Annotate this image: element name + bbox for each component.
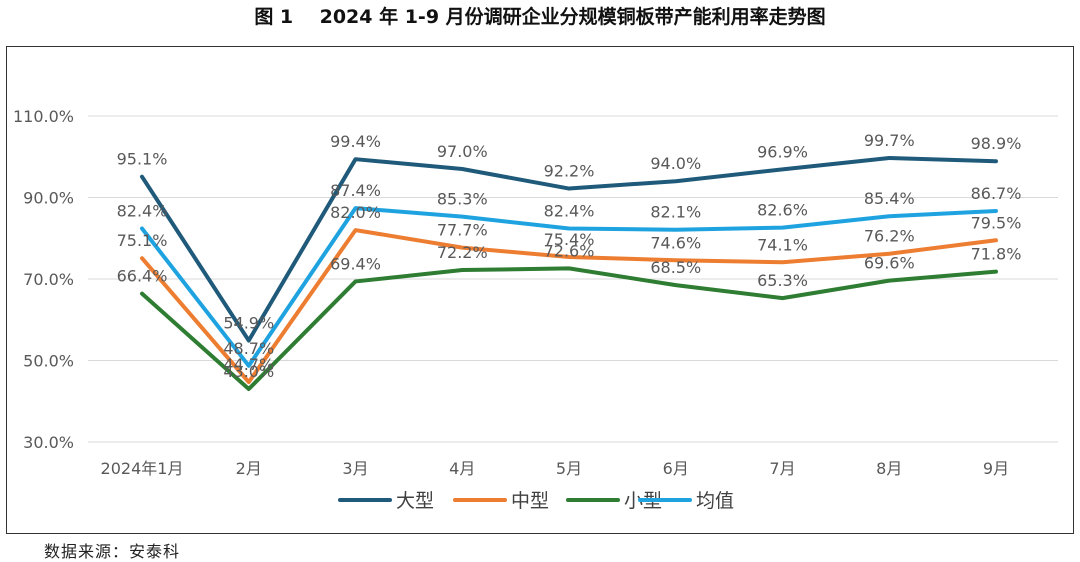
- data-label: 76.2%: [864, 227, 915, 246]
- data-label: 86.7%: [971, 184, 1022, 203]
- y-tick-label: 70.0%: [23, 270, 74, 289]
- y-tick-label: 110.0%: [13, 107, 74, 126]
- data-label: 48.7%: [223, 339, 274, 358]
- data-label: 54.9%: [223, 314, 274, 333]
- data-label: 74.6%: [650, 233, 701, 252]
- data-label: 97.0%: [437, 142, 488, 161]
- x-tick-label: 5月: [556, 459, 582, 478]
- x-tick-label: 2月: [236, 459, 262, 478]
- data-label: 44.7%: [223, 355, 274, 374]
- data-label: 96.9%: [757, 142, 808, 161]
- data-label: 74.1%: [757, 235, 808, 254]
- series-line-2: [140, 228, 998, 385]
- data-label: 99.4%: [330, 132, 381, 151]
- data-label: 72.2%: [437, 243, 488, 262]
- y-tick-label: 50.0%: [23, 352, 74, 371]
- data-label: 77.7%: [437, 221, 488, 240]
- x-tick-label: 4月: [449, 459, 475, 478]
- source-note: 数据来源：安泰科: [44, 542, 181, 561]
- data-label: 75.1%: [117, 231, 168, 250]
- x-tick-label: 8月: [876, 459, 902, 478]
- chart-title: 图 1 2024 年 1-9 月份调研企业分规模铜板带产能利用率走势图: [254, 6, 826, 28]
- data-label: 98.9%: [971, 134, 1022, 153]
- y-tick-label: 30.0%: [23, 433, 74, 452]
- x-tick-label: 9月: [983, 459, 1009, 478]
- data-label: 79.5%: [971, 213, 1022, 232]
- data-label: 82.0%: [330, 203, 381, 222]
- x-tick-label: 7月: [769, 459, 795, 478]
- data-label: 65.3%: [757, 271, 808, 290]
- x-tick-label: 2024年1月: [101, 459, 184, 478]
- data-label: 82.4%: [117, 201, 168, 220]
- data-label: 72.6%: [544, 241, 595, 260]
- data-label: 94.0%: [650, 154, 701, 173]
- legend-label: 中型: [511, 490, 549, 512]
- series-line-4: [140, 206, 998, 368]
- y-tick-label: 90.0%: [23, 189, 74, 208]
- series-line-3: [140, 266, 998, 392]
- data-label: 85.4%: [864, 189, 915, 208]
- data-label: 66.4%: [117, 267, 168, 286]
- data-label: 85.3%: [437, 190, 488, 209]
- chart-frame: [6, 46, 1074, 534]
- data-label: 43.0%: [223, 362, 274, 381]
- x-tick-label: 3月: [342, 459, 368, 478]
- x-tick-label: 6月: [663, 459, 689, 478]
- legend-label: 大型: [396, 490, 434, 512]
- data-label: 71.8%: [971, 245, 1022, 264]
- data-label: 92.2%: [544, 162, 595, 181]
- data-label: 87.4%: [330, 181, 381, 200]
- legend-label: 均值: [696, 490, 734, 512]
- data-label: 82.4%: [544, 201, 595, 220]
- data-label: 69.4%: [330, 254, 381, 273]
- data-label: 68.5%: [650, 258, 701, 277]
- data-label: 75.4%: [544, 230, 595, 249]
- series-line-1: [140, 155, 998, 343]
- data-label: 95.1%: [117, 150, 168, 169]
- data-label: 82.1%: [650, 203, 701, 222]
- data-label: 69.6%: [864, 254, 915, 273]
- data-label: 99.7%: [864, 131, 915, 150]
- data-label: 82.6%: [757, 201, 808, 220]
